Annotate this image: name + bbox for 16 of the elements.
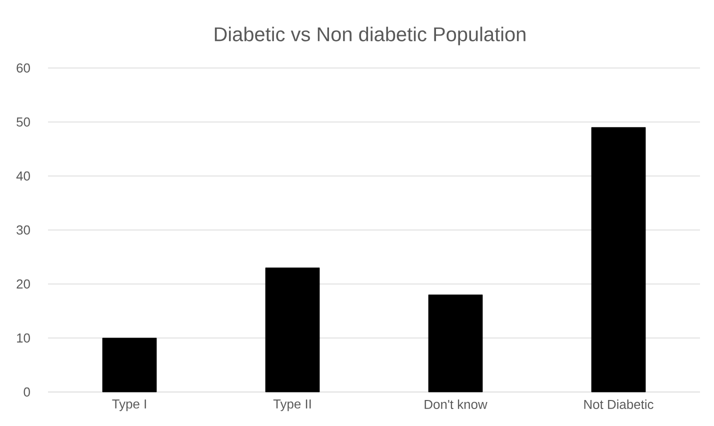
chart-title: Diabetic vs Non diabetic Population [214, 26, 526, 46]
y-tick-label: 50 [16, 117, 30, 127]
x-tick-label: Don't know [424, 400, 488, 410]
y-tick-label: 20 [16, 279, 30, 289]
x-tick-label: Type II [273, 400, 311, 412]
y-tick-label: 40 [16, 171, 30, 181]
x-tick-label: Not Diabetic [584, 400, 654, 410]
bar [591, 127, 646, 392]
bar [102, 338, 157, 392]
y-tick-label: 0 [24, 387, 30, 397]
bar [428, 294, 483, 392]
bar [265, 268, 320, 392]
y-tick-label: 60 [16, 63, 30, 73]
y-tick-label: 30 [16, 225, 30, 235]
x-tick-label: Type I [112, 400, 146, 412]
y-tick-label: 10 [17, 333, 30, 343]
